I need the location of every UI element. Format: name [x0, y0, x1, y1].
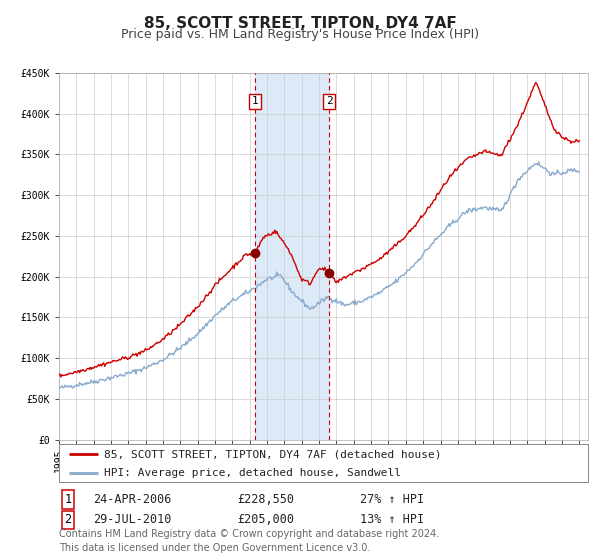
Text: £205,000: £205,000 — [237, 513, 294, 526]
Text: 29-JUL-2010: 29-JUL-2010 — [93, 513, 172, 526]
Text: 2: 2 — [326, 96, 332, 106]
Text: HPI: Average price, detached house, Sandwell: HPI: Average price, detached house, Sand… — [104, 468, 401, 478]
Text: 85, SCOTT STREET, TIPTON, DY4 7AF: 85, SCOTT STREET, TIPTON, DY4 7AF — [143, 16, 457, 31]
Text: 1: 1 — [64, 493, 71, 506]
Text: 2: 2 — [64, 513, 71, 526]
Text: Contains HM Land Registry data © Crown copyright and database right 2024.: Contains HM Land Registry data © Crown c… — [59, 529, 439, 539]
Text: Price paid vs. HM Land Registry's House Price Index (HPI): Price paid vs. HM Land Registry's House … — [121, 28, 479, 41]
Text: 24-APR-2006: 24-APR-2006 — [93, 493, 172, 506]
Text: 1: 1 — [251, 96, 258, 106]
Text: 85, SCOTT STREET, TIPTON, DY4 7AF (detached house): 85, SCOTT STREET, TIPTON, DY4 7AF (detac… — [104, 449, 441, 459]
Text: 27% ↑ HPI: 27% ↑ HPI — [360, 493, 424, 506]
Text: £228,550: £228,550 — [237, 493, 294, 506]
Bar — [255, 73, 329, 440]
Text: This data is licensed under the Open Government Licence v3.0.: This data is licensed under the Open Gov… — [59, 543, 370, 553]
Text: 13% ↑ HPI: 13% ↑ HPI — [360, 513, 424, 526]
